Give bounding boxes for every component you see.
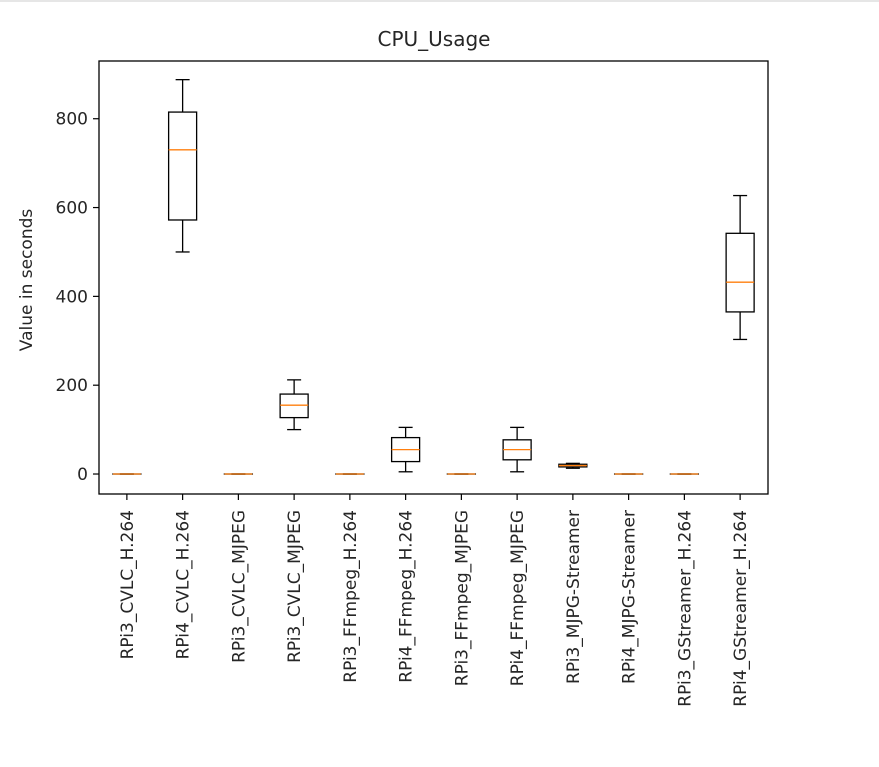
x-tick-label: RPi3_CVLC_MJPEG [229, 510, 249, 663]
x-tick-label: RPi3_MJPG-Streamer [564, 510, 584, 684]
plot-frame [98, 60, 769, 495]
y-tick-label: 800 [56, 110, 88, 130]
x-tick-label: RPi4_CVLC_H.264 [174, 510, 194, 659]
x-tick-label: RPi3_CVLC_MJPEG [285, 510, 305, 663]
x-tick-label: RPi4_MJPG-Streamer [620, 510, 640, 684]
box [725, 232, 755, 313]
x-tick-label: RPi3_FFmpeg_MJPEG [452, 510, 472, 686]
x-tick-label: RPi4_FFmpeg_H.264 [397, 510, 417, 683]
box [167, 111, 198, 221]
chart-title: CPU_Usage [378, 27, 491, 51]
x-tick-label: RPi3_CVLC_H.264 [118, 510, 138, 659]
y-tick-label: 600 [56, 199, 88, 219]
y-tick-label: 400 [56, 287, 88, 307]
box [279, 393, 309, 419]
x-tick-label: RPi4_FFmpeg_MJPEG [508, 510, 528, 686]
plot-area: 0 200 400 600 800 RPi3_CVLC_H.264 RPi4_CVLC_H.… [56, 79, 755, 707]
y-axis-label: Value in seconds [17, 209, 37, 352]
x-tick-label: RPi4_GStreamer_H.264 [731, 510, 751, 707]
x-tick-label: RPi3_FFmpeg_H.264 [341, 510, 361, 683]
x-tick-label: RPi3_GStreamer_H.264 [675, 510, 695, 707]
y-tick-label: 200 [56, 376, 88, 396]
y-tick-label: 0 [77, 465, 88, 485]
top-divider [0, 0, 879, 2]
